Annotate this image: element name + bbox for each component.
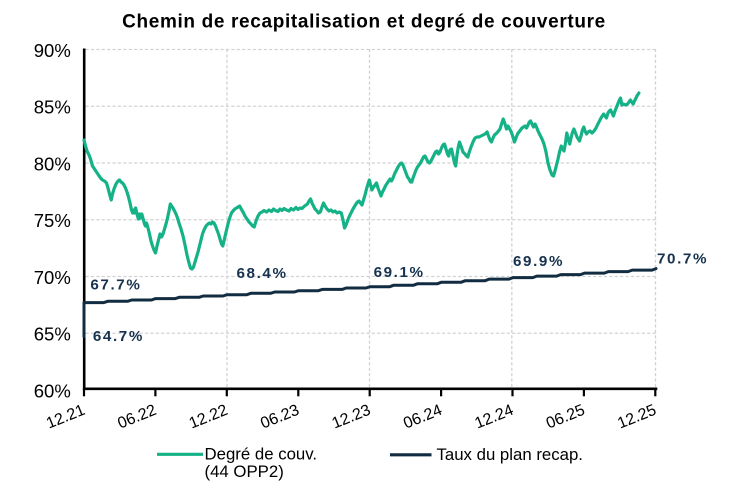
svg-text:(44 OPP2): (44 OPP2) [205,462,284,481]
svg-text:69.9%: 69.9% [513,253,564,270]
svg-text:85%: 85% [34,97,71,118]
svg-text:65%: 65% [34,324,71,345]
svg-text:67.7%: 67.7% [90,276,141,293]
svg-text:70.7%: 70.7% [657,251,708,268]
svg-text:Taux du plan recap.: Taux du plan recap. [437,445,583,464]
svg-text:Degré de couv.: Degré de couv. [205,445,318,464]
svg-text:64.7%: 64.7% [93,328,144,345]
svg-text:68.4%: 68.4% [237,265,288,282]
svg-text:90%: 90% [34,40,71,61]
svg-text:80%: 80% [34,153,71,174]
svg-text:69.1%: 69.1% [374,264,425,281]
svg-text:75%: 75% [34,210,71,231]
svg-text:60%: 60% [34,380,71,401]
svg-text:70%: 70% [34,267,71,288]
svg-text:Chemin de recapitalisation et: Chemin de recapitalisation et degré de c… [122,12,606,33]
